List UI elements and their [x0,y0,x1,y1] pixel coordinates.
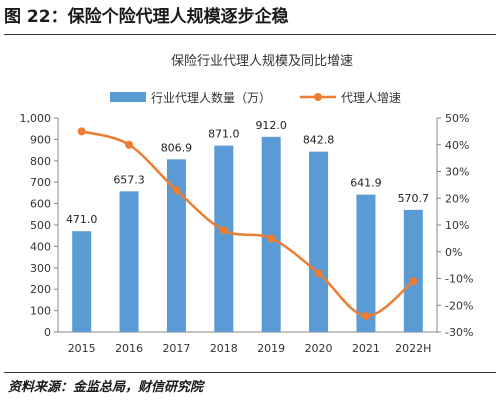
bar [119,191,139,332]
legend-bar-swatch [110,92,146,102]
left-axis: 0 100 200 300 400 500 600 700 800 900 1,000 [20,112,59,339]
source-rule [4,372,496,373]
legend-bar-label: 行业代理人数量（万） [151,90,271,105]
bar-data-label: 912.0 [255,119,287,132]
growth-point [77,127,86,136]
right-axis-tick-label: 20% [445,192,469,205]
bar-series [72,136,423,332]
left-axis-tick-label: 200 [30,283,51,296]
left-axis-tick-label: 900 [30,133,51,146]
left-axis-tick-label: 500 [30,219,51,232]
bar-data-labels: 471.0 657.3 806.9 871.0 912.0 842.8 641.9 570.7 [66,119,429,226]
bar-data-label: 570.7 [398,192,430,205]
bar [166,159,186,332]
growth-point [219,226,228,235]
x-axis-tick-label: 2015 [68,342,96,355]
left-axis-tick-label: 1,000 [20,112,52,125]
right-axis-tick-label: -30% [445,326,473,339]
x-axis: 2015 2016 2017 2018 2019 2020 2021 2022H [58,331,437,355]
left-axis-tick-label: 300 [30,262,51,275]
bar-data-label: 871.0 [208,128,240,141]
chart: 保险行业代理人规模及同比增速 行业代理人数量（万） 代理人增速 0 100 200 30… [20,54,474,355]
x-axis-tick-label: 2022H [395,342,431,355]
right-axis-tick-label: 30% [445,166,469,179]
chart-title: 保险行业代理人规模及同比增速 [171,54,353,69]
growth-point [361,311,370,320]
source-note: 资料来源：金监总局，财信研究院 [8,380,204,395]
bar-data-label: 641.9 [350,177,382,190]
caption-rule [4,34,496,35]
left-axis-tick-label: 800 [30,155,51,168]
right-axis: -30% -20% -10% 0% 10% 20% 30% 40% 50% [436,112,473,339]
right-axis-tick-label: -20% [445,299,473,312]
bar [309,151,329,332]
growth-point [314,269,323,278]
figure-caption: 图 22：保险个险代理人规模逐步企稳 [4,7,289,27]
left-axis-tick-label: 600 [30,198,51,211]
growth-point [125,140,134,149]
growth-point [267,234,276,243]
right-axis-tick-label: 40% [445,139,469,152]
bar [356,194,376,332]
bar [403,209,423,332]
right-axis-tick-label: 50% [445,112,469,125]
bar-data-label: 657.3 [113,173,145,186]
right-axis-tick-label: 10% [445,219,469,232]
x-axis-tick-label: 2016 [115,342,143,355]
growth-line-series [77,127,418,320]
left-axis-tick-label: 700 [30,176,51,189]
x-axis-tick-label: 2021 [352,342,380,355]
legend-line-marker [314,93,322,101]
bar-data-label: 806.9 [161,141,193,154]
x-axis-tick-label: 2020 [305,342,333,355]
legend-line-label: 代理人增速 [341,91,401,105]
x-axis-tick-label: 2019 [257,342,285,355]
x-axis-tick-label: 2018 [210,342,238,355]
left-axis-tick-label: 100 [30,305,51,318]
bar [72,231,92,332]
x-axis-tick-label: 2017 [162,342,190,355]
left-axis-tick-label: 400 [30,240,51,253]
bar-data-label: 471.0 [66,213,98,226]
bar-data-label: 842.8 [303,134,335,147]
growth-point [409,277,418,286]
left-axis-tick-label: 0 [44,326,51,339]
right-axis-tick-label: -10% [445,273,473,286]
bar [214,145,234,332]
legend: 行业代理人数量（万） 代理人增速 [110,90,401,105]
growth-point [172,186,181,195]
right-axis-tick-label: 0% [445,246,462,259]
